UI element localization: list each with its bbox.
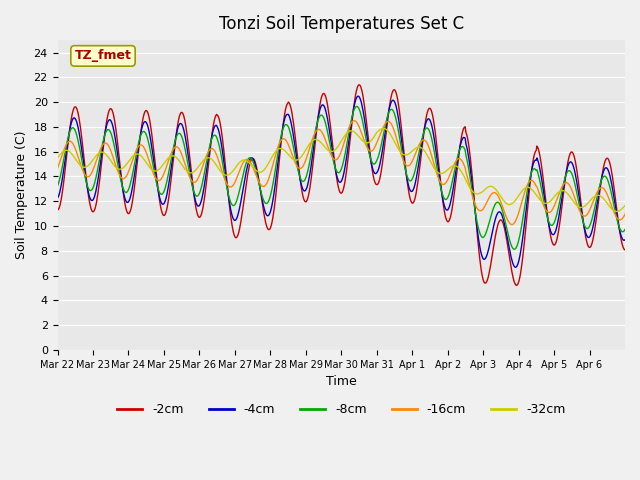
Text: TZ_fmet: TZ_fmet — [74, 49, 131, 62]
X-axis label: Time: Time — [326, 375, 356, 388]
Y-axis label: Soil Temperature (C): Soil Temperature (C) — [15, 131, 28, 259]
Legend: -2cm, -4cm, -8cm, -16cm, -32cm: -2cm, -4cm, -8cm, -16cm, -32cm — [112, 398, 570, 421]
Title: Tonzi Soil Temperatures Set C: Tonzi Soil Temperatures Set C — [219, 15, 464, 33]
